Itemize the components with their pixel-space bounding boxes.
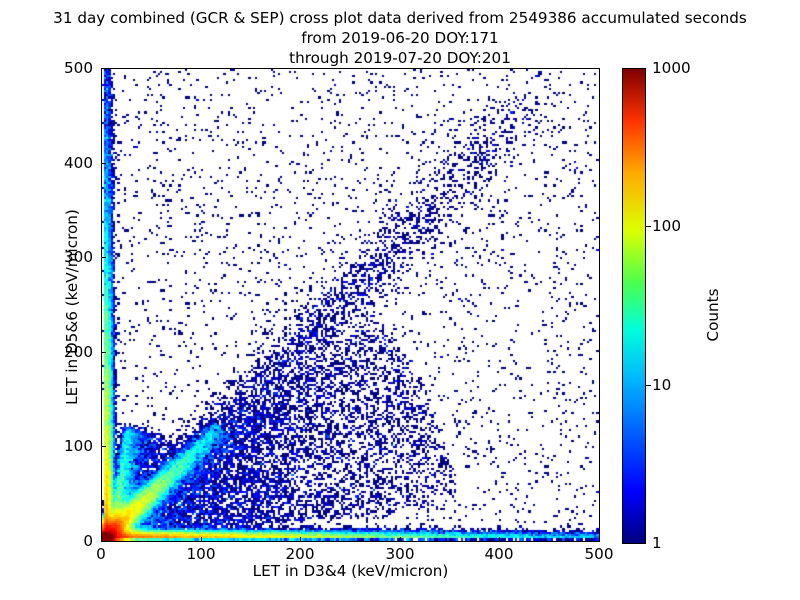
x-tick-label: 0 [96,545,106,563]
y-tick-label: 400 [64,154,93,172]
y-axis-label: LET in D5&6 (keV/micron) [63,209,81,405]
x-tick-label: 300 [385,545,415,563]
x-tick-mark [400,537,401,541]
colorbar-tick-label: 1000 [652,59,691,77]
y-tick-mark [102,541,106,542]
colorbar-label: Counts [704,288,722,342]
y-tick-mark [102,352,106,353]
colorbar-tick-label: 10 [652,376,672,394]
x-tick-label: 400 [484,545,514,563]
y-tick-label: 100 [64,437,93,455]
y-tick-label: 500 [64,59,93,77]
density-scatter-canvas [102,69,599,541]
x-tick-mark [201,537,202,541]
plot-axes-area [101,68,600,542]
title-line-1: 31 day combined (GCR & SEP) cross plot d… [53,9,747,27]
y-tick-label: 0 [83,532,93,550]
title-line-2: from 2019-06-20 DOY:171 [301,29,499,47]
colorbar-tick-mark [646,226,651,227]
x-tick-mark [101,537,102,541]
y-tick-mark [102,68,106,69]
colorbar-tick-label: 100 [652,217,681,235]
y-tick-label: 200 [64,343,93,361]
y-tick-label: 300 [64,248,93,266]
x-tick-label: 500 [584,545,614,563]
y-tick-mark [102,446,106,447]
title-line-3: through 2019-07-20 DOY:201 [289,49,511,67]
colorbar-gradient [623,69,645,543]
colorbar-tick-mark [646,385,651,386]
x-tick-mark [300,537,301,541]
plot-title: 31 day combined (GCR & SEP) cross plot d… [0,8,800,68]
y-tick-mark [102,257,106,258]
x-tick-label: 200 [285,545,315,563]
y-tick-mark [102,163,106,164]
colorbar-tick-label: 1 [652,534,662,552]
x-tick-mark [499,537,500,541]
x-tick-label: 100 [186,545,216,563]
x-tick-mark [599,537,600,541]
x-axis-label: LET in D3&4 (keV/micron) [252,562,449,580]
colorbar [622,68,646,544]
